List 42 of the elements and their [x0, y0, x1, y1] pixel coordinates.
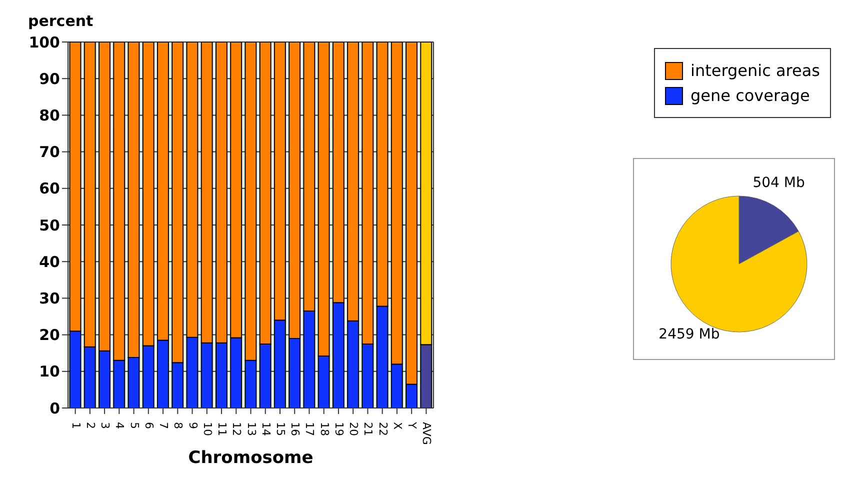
y-tick-label: 30	[39, 290, 60, 308]
x-axis-title: Chromosome	[188, 448, 314, 468]
y-tick-label: 60	[39, 180, 60, 198]
x-tick-label: 16	[288, 422, 302, 436]
x-tick-label: AVG	[420, 422, 434, 445]
legend-label: gene coverage	[690, 86, 810, 105]
y-tick-label: 50	[39, 216, 60, 234]
x-tick-label: 12	[230, 422, 244, 436]
y-tick-label: 90	[39, 70, 60, 88]
legend-label: intergenic areas	[690, 61, 820, 80]
x-tick-label: 1	[69, 422, 82, 429]
y-tick-label: 20	[39, 326, 60, 344]
x-tick-label: 11	[216, 422, 229, 436]
x-tick-label: 2	[84, 422, 97, 429]
x-tick-label: 4	[113, 422, 126, 429]
x-tick-label: 3	[98, 422, 112, 429]
x-tick-label: 13	[244, 422, 258, 436]
x-tick-label: 10	[200, 422, 214, 436]
y-tick-label: 0	[50, 399, 60, 418]
x-tick-label: 17	[303, 422, 316, 436]
x-tick-label: 22	[376, 422, 390, 436]
x-tick-label: 14	[259, 422, 272, 436]
x-tick-label: 7	[157, 422, 170, 429]
y-tick-label: 40	[39, 252, 60, 271]
x-tick-label: Y	[406, 421, 419, 429]
y-tick-label: 10	[39, 362, 60, 381]
y-tick-label: 80	[39, 106, 60, 125]
x-tick-label: 21	[362, 422, 375, 436]
x-tick-label: X	[390, 422, 404, 430]
y-tick-label: 70	[39, 143, 60, 162]
data-label: 504 Mb	[752, 175, 805, 192]
x-tick-label: 19	[332, 422, 346, 436]
y-axis-title: percent	[28, 12, 94, 30]
x-tick-label: 18	[318, 422, 331, 436]
x-tick-label: 20	[347, 422, 360, 436]
x-tick-label: 6	[142, 422, 156, 429]
data-label: 2459 Mb	[658, 326, 720, 343]
x-tick-label: 15	[274, 422, 287, 436]
x-tick-label: 9	[186, 422, 200, 429]
y-tick-label: 100	[28, 33, 60, 52]
x-tick-label: 5	[128, 422, 141, 429]
x-tick-label: 8	[172, 422, 185, 429]
